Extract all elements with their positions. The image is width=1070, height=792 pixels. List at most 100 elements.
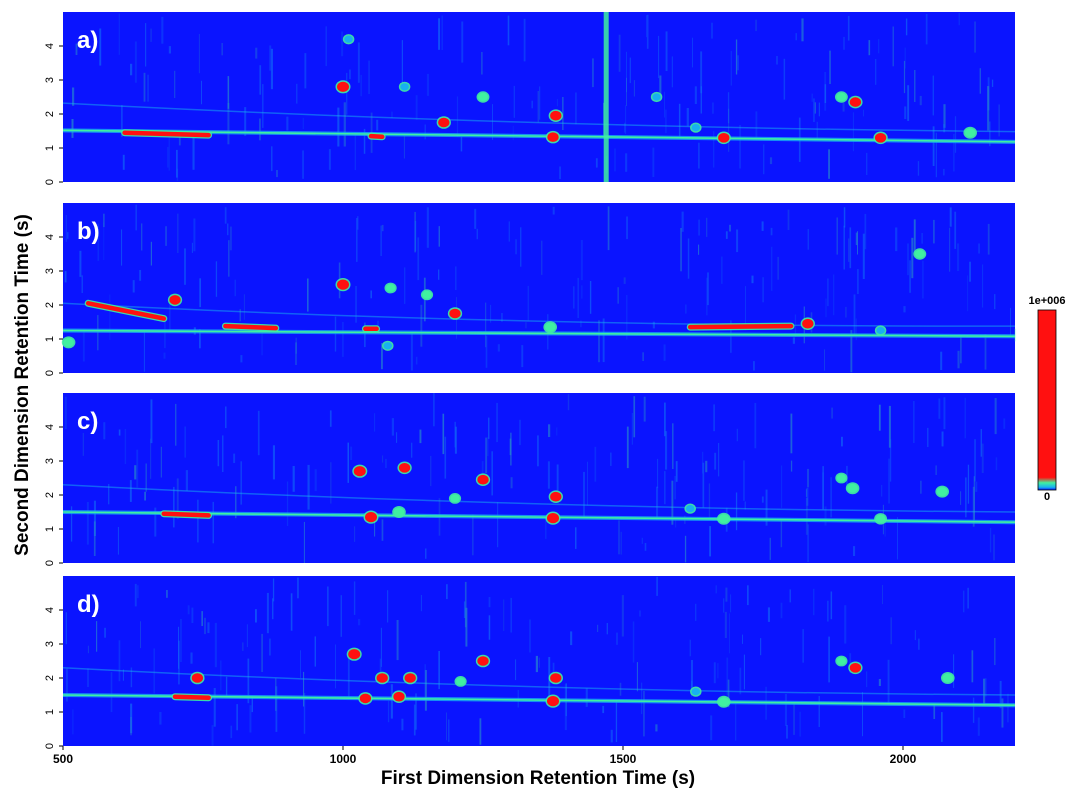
baseline-line — [62, 329, 1016, 338]
noise-streak — [168, 132, 170, 171]
noise-streak — [255, 47, 258, 59]
noise-streak — [304, 53, 307, 89]
noise-streak — [978, 243, 980, 254]
noise-streak — [698, 219, 700, 236]
noise-streak — [818, 696, 820, 727]
noise-streak — [843, 207, 846, 228]
noise-streak — [581, 285, 583, 299]
noise-streak — [198, 34, 200, 74]
peak-spot — [874, 132, 887, 143]
noise-streak — [723, 598, 725, 613]
noise-streak — [211, 725, 214, 746]
noise-streak — [472, 514, 474, 556]
noise-streak — [742, 634, 743, 644]
noise-streak — [307, 278, 309, 312]
noise-streak — [201, 80, 202, 105]
noise-streak — [675, 461, 678, 482]
noise-streak — [991, 79, 994, 87]
noise-streak — [813, 588, 815, 616]
noise-streak — [933, 219, 935, 244]
noise-streak — [303, 671, 305, 707]
noise-streak — [269, 45, 272, 71]
noise-streak — [787, 209, 790, 230]
noise-streak — [954, 211, 957, 249]
x-tick-label: 500 — [53, 752, 73, 766]
noise-streak — [556, 464, 559, 498]
noise-streak — [932, 126, 935, 166]
bleed-curve — [62, 484, 1016, 513]
noise-streak — [975, 481, 978, 492]
noise-streak — [672, 423, 674, 469]
noise-streak — [807, 524, 809, 562]
noise-streak — [271, 146, 273, 172]
noise-streak — [615, 701, 618, 742]
noise-streak — [799, 711, 801, 737]
noise-streak — [971, 650, 974, 683]
noise-streak — [404, 267, 406, 304]
noise-streak — [547, 461, 550, 489]
noise-streak — [814, 102, 816, 114]
y-tick-label: 2 — [44, 111, 56, 117]
noise-streak — [235, 486, 237, 519]
panel-2: b) 0 1 2 3 4 — [44, 203, 1017, 376]
noise-streak — [124, 429, 127, 464]
noise-streak — [592, 58, 594, 88]
noise-streak — [356, 218, 358, 262]
x-tick-labels: 500 1000 1500 2000 — [53, 746, 917, 766]
peak-spot — [836, 657, 847, 665]
colorbar-max-label: 1e+006 — [1028, 295, 1065, 307]
noise-streak — [337, 107, 340, 147]
noise-streak — [390, 684, 393, 719]
noise-streak — [878, 39, 880, 54]
y-axis-title: Second Dimension Retention Time (s) — [12, 214, 33, 556]
noise-streak — [721, 256, 723, 284]
noise-streak — [617, 287, 619, 304]
noise-streak — [295, 337, 297, 354]
noise-streak — [935, 132, 937, 178]
noise-streak — [64, 271, 67, 283]
noise-streak — [784, 694, 787, 726]
noise-streak — [562, 97, 564, 130]
noise-streak — [340, 595, 342, 637]
noise-streak — [275, 686, 278, 732]
noise-streak — [72, 87, 75, 106]
noise-streak — [892, 26, 894, 67]
noise-streak — [541, 240, 543, 275]
noise-streak — [136, 449, 139, 488]
panel-label: c) — [77, 408, 98, 435]
noise-streak — [903, 306, 906, 313]
noise-streak — [225, 406, 227, 429]
noise-streak — [199, 278, 201, 308]
noise-streak — [914, 70, 916, 102]
noise-streak — [607, 206, 610, 251]
noise-streak — [325, 26, 327, 67]
peak-spot — [398, 462, 411, 473]
noise-streak — [790, 413, 793, 454]
noise-streak — [691, 660, 693, 688]
noise-streak — [446, 584, 448, 600]
noise-streak — [417, 237, 420, 281]
noise-streak — [610, 729, 613, 743]
noise-streak — [165, 226, 167, 246]
noise-streak — [665, 431, 668, 470]
noise-streak — [585, 688, 588, 707]
noise-streak — [454, 421, 456, 448]
noise-streak — [769, 157, 773, 165]
noise-streak — [681, 211, 684, 232]
noise-streak — [633, 80, 635, 97]
noise-streak — [476, 228, 478, 240]
noise-streak — [747, 585, 749, 606]
noise-texture — [64, 393, 1006, 563]
noise-streak — [556, 99, 558, 107]
noise-streak — [642, 352, 644, 361]
peak-spot — [849, 97, 862, 107]
noise-streak — [240, 355, 243, 363]
noise-streak — [387, 700, 390, 723]
noise-streak — [531, 100, 533, 109]
noise-streak — [130, 703, 133, 734]
noise-streak — [855, 232, 858, 246]
noise-streak — [965, 477, 967, 518]
x-tick-label: 1000 — [330, 752, 357, 766]
noise-streak — [866, 152, 868, 175]
noise-streak — [132, 280, 135, 293]
